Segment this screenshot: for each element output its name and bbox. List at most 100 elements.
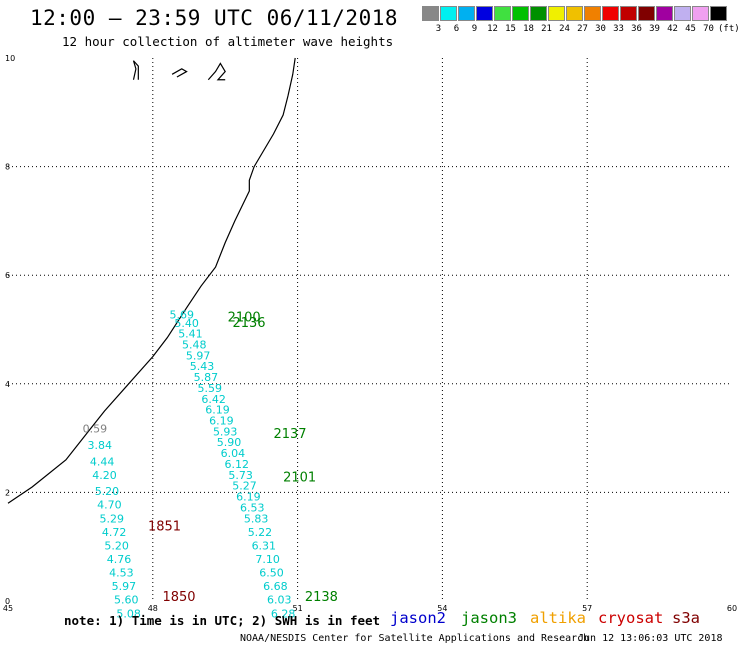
wave-height-label: 5.60: [114, 594, 139, 607]
wave-height-label: 5.22: [248, 526, 273, 539]
scale-label: 45: [685, 24, 696, 34]
pass-time-label: 2136: [232, 316, 265, 331]
scale-label: 33: [613, 24, 624, 34]
scale-label: 12: [487, 24, 498, 34]
lon-tick-label: 51: [293, 604, 303, 613]
lon-tick-label: 48: [148, 604, 158, 613]
scale-label: 30: [595, 24, 606, 34]
scale-label: 70: [703, 24, 714, 34]
wave-height-label: 5.73: [228, 469, 253, 482]
wave-height-label: 5.59: [198, 382, 223, 395]
wave-height-label: 5.97: [112, 580, 137, 593]
wave-height-label: 6.68: [263, 580, 288, 593]
wave-height-label: 5.90: [217, 436, 242, 449]
wave-height-label: 6.19: [205, 404, 230, 417]
wave-height-label: 5.27: [232, 480, 257, 493]
satellite-legend-cryosat: cryosat: [598, 609, 664, 627]
wave-height-label: 5.93: [213, 425, 238, 438]
scale-swatch: [530, 6, 547, 21]
wave-height-label: 5.97: [186, 349, 211, 362]
wave-height-label: 5.48: [182, 339, 207, 352]
wave-height-label: 6.19: [209, 415, 234, 428]
wave-height-label: 6.12: [225, 458, 250, 471]
pass-time-label: 1850: [162, 590, 195, 605]
lat-tick-label: 0: [5, 597, 10, 606]
scale-swatch: [494, 6, 511, 21]
wave-height-label: 5.20: [104, 539, 129, 552]
scale-swatch: [602, 6, 619, 21]
scale-swatch: [422, 6, 439, 21]
pass-time-label: 2101: [283, 471, 316, 486]
island-outline: [171, 68, 188, 78]
pass-time-label: 1851: [148, 519, 181, 534]
scale-swatch: [656, 6, 673, 21]
wave-height-label: 7.10: [255, 553, 280, 566]
wave-height-label: 4.76: [107, 553, 132, 566]
wave-height-label: 4.53: [109, 567, 134, 580]
satellite-legend-s3a: s3a: [672, 609, 700, 627]
wave-height-label: 4.70: [97, 499, 122, 512]
scale-swatch: [440, 6, 457, 21]
wave-height-label: 6.42: [201, 393, 226, 406]
scale-swatch: [566, 6, 583, 21]
scale-label: 21: [541, 24, 552, 34]
wave-height-label: 5.83: [244, 512, 269, 525]
scale-swatch: [620, 6, 637, 21]
lat-tick-label: 4: [5, 380, 10, 389]
scale-swatch: [674, 6, 691, 21]
wave-height-label: 5.08: [116, 607, 141, 620]
scale-swatch: [548, 6, 565, 21]
satellite-legend-jason2: jason2: [390, 609, 446, 627]
lon-tick-label: 45: [3, 604, 13, 613]
pass-time-label: 2138: [305, 590, 338, 605]
wave-height-label: 5.20: [95, 485, 120, 498]
wave-height-label: 0.59: [83, 423, 108, 436]
scale-swatch: [584, 6, 601, 21]
wave-height-label: 4.72: [102, 526, 127, 539]
lat-tick-label: 8: [5, 163, 10, 172]
wave-height-label: 6.04: [221, 447, 246, 460]
scale-label: 42: [667, 24, 678, 34]
wave-height-label: 5.87: [194, 371, 219, 384]
map-subtitle: 12 hour collection of altimeter wave hei…: [62, 34, 394, 49]
island-outline: [132, 60, 139, 80]
wave-height-label: 6.53: [240, 501, 265, 514]
scale-label: (ft): [718, 24, 740, 34]
scale-label: 9: [471, 24, 478, 34]
wave-height-label: 6.31: [252, 539, 277, 552]
wave-height-label: 3.84: [87, 439, 112, 452]
pass-time-label: 2137: [273, 427, 306, 442]
scale-swatch: [692, 6, 709, 21]
scale-label: 15: [505, 24, 516, 34]
scale-swatch: [476, 6, 493, 21]
credit-line: NOAA/NESDIS Center for Satellite Applica…: [240, 633, 590, 644]
pass-time-label: 2100: [228, 310, 261, 325]
wave-height-label: 5.43: [190, 360, 215, 373]
map-title: 12:00 – 23:59 UTC 06/11/2018: [30, 6, 399, 30]
lat-tick-label: 10: [5, 54, 15, 63]
wave-height-label: 6.19: [236, 491, 261, 504]
lat-tick-label: 2: [5, 488, 10, 497]
wave-height-label: 6.03: [267, 594, 292, 607]
satellite-legend-altika: altika: [530, 609, 586, 627]
lon-tick-label: 54: [437, 604, 447, 613]
scale-label: 18: [523, 24, 534, 34]
scale-label: 3: [435, 24, 442, 34]
wave-height-label: 6.50: [259, 567, 284, 580]
scale-swatch: [710, 6, 727, 21]
wave-height-label: 5.40: [174, 317, 199, 330]
scale-label: 27: [577, 24, 588, 34]
wave-height-label: 4.44: [90, 455, 115, 468]
scale-label: 39: [649, 24, 660, 34]
wave-height-label: 5.41: [178, 328, 203, 341]
wave-height-label: 5.69: [170, 309, 195, 322]
wave-height-label: 5.29: [100, 512, 125, 525]
scale-label: 6: [453, 24, 460, 34]
coastline: [7, 57, 296, 504]
scale-label: 24: [559, 24, 570, 34]
satellite-legend-jason3: jason3: [461, 609, 517, 627]
wave-height-label: 6.28: [271, 607, 296, 620]
scale-swatch: [458, 6, 475, 21]
scale-swatch: [512, 6, 529, 21]
